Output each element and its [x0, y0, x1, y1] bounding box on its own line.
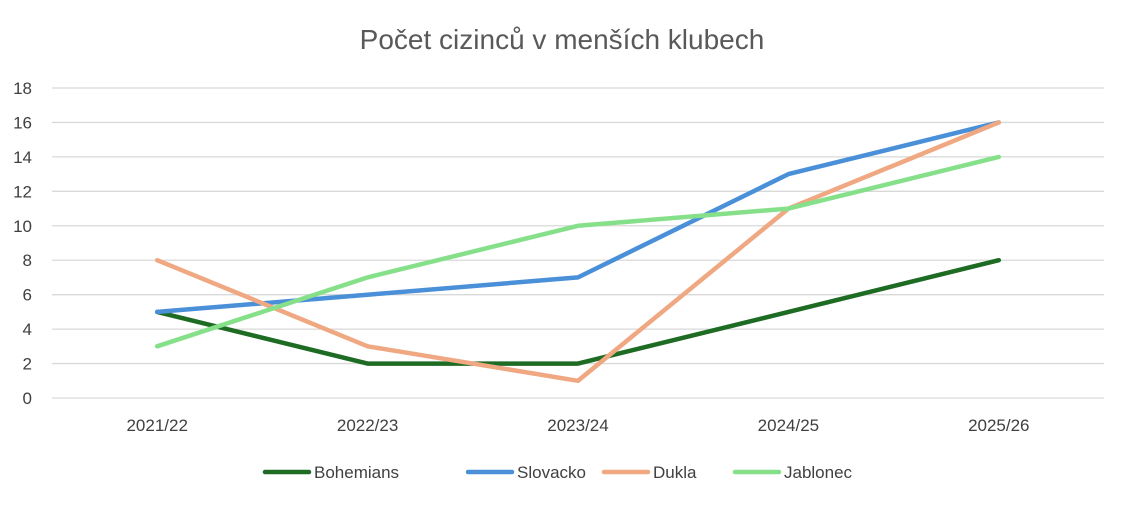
legend-label-bohemians: Bohemians — [314, 463, 399, 482]
series-line-dukla — [154, 120, 1002, 384]
legend-label-jablonec: Jablonec — [784, 463, 853, 482]
y-tick-label: 18 — [13, 79, 32, 98]
x-tick-label: 2023/24 — [547, 416, 608, 435]
y-axis-tick-labels: 0 2 4 6 8 10 12 14 16 18 — [13, 79, 32, 408]
x-tick-label: 2024/25 — [758, 416, 819, 435]
series-line-bohemians — [154, 257, 1002, 366]
series-line-slovacko — [154, 120, 1002, 315]
y-tick-label: 2 — [23, 355, 32, 374]
y-tick-label: 10 — [13, 217, 32, 236]
y-tick-label: 0 — [23, 389, 32, 408]
x-tick-label: 2021/22 — [126, 416, 187, 435]
series-lines — [154, 120, 1002, 384]
y-tick-label: 6 — [23, 286, 32, 305]
legend: Bohemians Slovacko Dukla Jablonec — [262, 463, 853, 482]
series-line-jablonec — [154, 154, 1002, 349]
legend-label-dukla: Dukla — [653, 463, 697, 482]
x-tick-label: 2022/23 — [337, 416, 398, 435]
y-tick-label: 12 — [13, 182, 32, 201]
y-tick-label: 8 — [23, 251, 32, 270]
x-axis-tick-labels: 2021/22 2022/23 2023/24 2024/25 2025/26 — [126, 416, 1029, 435]
x-tick-label: 2025/26 — [968, 416, 1029, 435]
y-tick-label: 14 — [13, 148, 32, 167]
legend-label-slovacko: Slovacko — [517, 463, 586, 482]
chart-title: Počet cizinců v menších klubech — [360, 24, 765, 55]
y-tick-label: 16 — [13, 113, 32, 132]
y-tick-label: 4 — [23, 320, 32, 339]
